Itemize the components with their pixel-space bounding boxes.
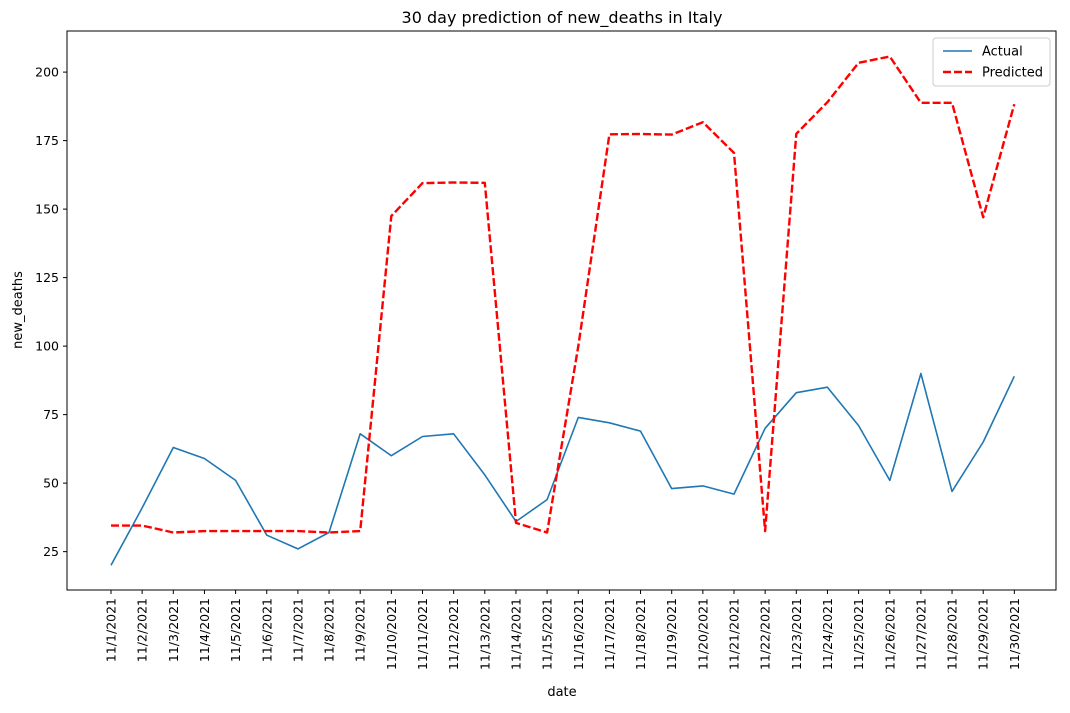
x-tick-label: 11/3/2021 xyxy=(166,598,181,662)
x-tick-label: 11/11/2021 xyxy=(415,598,430,670)
y-tick-label: 25 xyxy=(43,544,59,559)
y-axis: 25 50 75 100 125 150 175 200 xyxy=(35,65,67,559)
series-line-actual xyxy=(110,372,1016,566)
x-tick-label: 11/9/2021 xyxy=(353,598,368,662)
x-tick-label: 11/13/2021 xyxy=(477,598,492,670)
x-tick-label: 11/4/2021 xyxy=(197,598,212,662)
y-tick-label: 200 xyxy=(35,65,59,80)
x-tick-label: 11/8/2021 xyxy=(322,598,337,662)
y-tick-label: 125 xyxy=(35,270,59,285)
x-tick-label: 11/10/2021 xyxy=(384,598,399,670)
chart-title: 30 day prediction of new_deaths in Italy xyxy=(402,8,723,28)
x-tick-label: 11/2/2021 xyxy=(135,598,150,662)
x-tick-label: 11/6/2021 xyxy=(259,598,274,662)
x-tick-label: 11/25/2021 xyxy=(851,598,866,670)
x-tick-label: 11/5/2021 xyxy=(228,598,243,662)
y-axis-label: new_deaths xyxy=(11,271,26,349)
x-tick-label: 11/15/2021 xyxy=(540,598,555,670)
x-tick-label: 11/1/2021 xyxy=(104,598,119,662)
x-tick-label: 11/30/2021 xyxy=(1007,598,1022,670)
x-tick-label: 11/29/2021 xyxy=(976,598,991,670)
y-tick-label: 75 xyxy=(43,407,59,422)
plot-frame xyxy=(66,30,1057,591)
series-layer xyxy=(110,55,1016,566)
legend-box xyxy=(932,37,1051,87)
legend-label-predicted: Predicted xyxy=(982,66,1043,81)
x-tick-label: 11/16/2021 xyxy=(571,598,586,670)
x-tick-label: 11/18/2021 xyxy=(633,598,648,670)
x-tick-label: 11/26/2021 xyxy=(882,598,897,670)
x-tick-label: 11/20/2021 xyxy=(695,598,710,670)
x-tick-label: 11/21/2021 xyxy=(727,598,742,670)
x-tick-label: 11/14/2021 xyxy=(508,598,523,670)
x-tick-label: 11/7/2021 xyxy=(290,598,305,662)
y-tick-label: 175 xyxy=(35,133,59,148)
y-tick-label: 100 xyxy=(35,339,59,354)
x-tick-label: 11/28/2021 xyxy=(945,598,960,670)
x-tick-label: 11/23/2021 xyxy=(789,598,804,670)
x-axis-label: date xyxy=(547,685,576,700)
x-tick-label: 11/22/2021 xyxy=(758,598,773,670)
series-line-predicted xyxy=(111,55,1016,534)
y-tick-label: 150 xyxy=(35,202,59,217)
legend: Actual Predicted xyxy=(932,37,1051,87)
x-tick-label: 11/24/2021 xyxy=(820,598,835,670)
x-tick-label: 11/27/2021 xyxy=(913,598,928,670)
legend-label-actual: Actual xyxy=(982,45,1023,60)
y-tick-label: 50 xyxy=(43,476,59,491)
x-tick-label: 11/12/2021 xyxy=(446,598,461,670)
x-tick-label: 11/17/2021 xyxy=(602,598,617,670)
x-tick-label: 11/19/2021 xyxy=(664,598,679,670)
x-axis: 11/1/2021 11/2/2021 11/3/2021 11/4/2021 11/5… xyxy=(104,590,1022,670)
